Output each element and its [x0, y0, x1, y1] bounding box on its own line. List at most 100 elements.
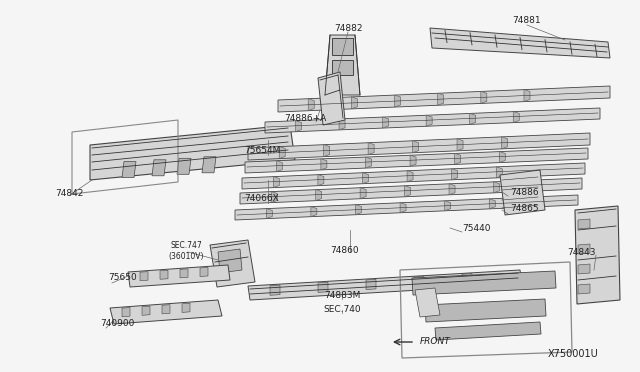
Polygon shape — [400, 203, 406, 213]
Polygon shape — [218, 249, 242, 273]
Polygon shape — [265, 108, 600, 133]
Text: SEC.740: SEC.740 — [323, 305, 361, 314]
Polygon shape — [332, 38, 353, 55]
Polygon shape — [152, 160, 166, 176]
Polygon shape — [122, 308, 130, 317]
Polygon shape — [270, 285, 280, 295]
Polygon shape — [200, 267, 208, 276]
Polygon shape — [438, 93, 444, 105]
Polygon shape — [273, 176, 279, 187]
Polygon shape — [235, 195, 578, 220]
Polygon shape — [365, 157, 371, 168]
Polygon shape — [524, 90, 530, 102]
Polygon shape — [142, 306, 150, 315]
Polygon shape — [366, 279, 376, 289]
Polygon shape — [435, 322, 541, 340]
Text: 75650: 75650 — [108, 273, 137, 282]
Polygon shape — [140, 272, 148, 280]
Polygon shape — [404, 186, 411, 197]
Text: 74882: 74882 — [333, 23, 362, 32]
Polygon shape — [296, 121, 301, 132]
Polygon shape — [368, 142, 374, 155]
Polygon shape — [351, 97, 357, 109]
Polygon shape — [500, 170, 545, 215]
Polygon shape — [578, 219, 590, 229]
Text: FRONT: FRONT — [420, 337, 451, 346]
Polygon shape — [414, 276, 424, 287]
Polygon shape — [210, 240, 255, 287]
Polygon shape — [470, 113, 476, 124]
Polygon shape — [426, 115, 432, 126]
Polygon shape — [162, 305, 170, 314]
Polygon shape — [276, 161, 282, 171]
Polygon shape — [248, 133, 590, 160]
Polygon shape — [318, 174, 324, 186]
Polygon shape — [316, 190, 322, 201]
Polygon shape — [318, 72, 345, 125]
Polygon shape — [248, 270, 522, 300]
Polygon shape — [578, 284, 590, 294]
Text: 74883M: 74883M — [324, 292, 360, 301]
Polygon shape — [177, 158, 191, 174]
Polygon shape — [311, 206, 317, 217]
Text: X750001U: X750001U — [547, 349, 598, 359]
Polygon shape — [502, 137, 508, 149]
Polygon shape — [122, 161, 136, 177]
Polygon shape — [160, 270, 168, 279]
Text: SEC.747: SEC.747 — [170, 241, 202, 250]
Polygon shape — [394, 95, 401, 107]
Polygon shape — [496, 167, 502, 178]
Polygon shape — [578, 244, 590, 254]
Polygon shape — [425, 299, 546, 322]
Polygon shape — [412, 271, 556, 295]
Polygon shape — [457, 139, 463, 151]
Polygon shape — [493, 182, 499, 193]
Text: (36010V): (36010V) — [168, 253, 204, 262]
Text: 74842: 74842 — [55, 189, 83, 198]
Polygon shape — [383, 117, 388, 128]
Polygon shape — [449, 184, 455, 195]
Polygon shape — [413, 141, 419, 153]
Polygon shape — [110, 300, 222, 324]
Polygon shape — [318, 282, 328, 292]
Polygon shape — [128, 265, 230, 287]
Polygon shape — [182, 303, 190, 312]
Polygon shape — [266, 208, 272, 218]
Polygon shape — [407, 171, 413, 182]
Polygon shape — [499, 151, 505, 163]
Text: 74066X: 74066X — [244, 193, 280, 202]
Text: 74886: 74886 — [510, 187, 539, 196]
Polygon shape — [245, 148, 588, 173]
Polygon shape — [271, 192, 277, 202]
Polygon shape — [454, 153, 461, 164]
Polygon shape — [481, 91, 487, 103]
Polygon shape — [202, 157, 216, 173]
Polygon shape — [575, 206, 620, 304]
Polygon shape — [445, 201, 451, 211]
Polygon shape — [362, 173, 369, 184]
Polygon shape — [578, 264, 590, 274]
Polygon shape — [278, 86, 610, 112]
Polygon shape — [339, 119, 345, 130]
Polygon shape — [240, 178, 582, 204]
Polygon shape — [90, 125, 295, 180]
Text: 74843: 74843 — [568, 247, 596, 257]
Polygon shape — [410, 155, 416, 166]
Text: 740900: 740900 — [100, 320, 134, 328]
Text: 75654M: 75654M — [244, 145, 280, 154]
Polygon shape — [452, 169, 458, 180]
Polygon shape — [513, 112, 519, 122]
Polygon shape — [360, 187, 366, 199]
Text: 74886+A: 74886+A — [284, 113, 326, 122]
Polygon shape — [332, 60, 353, 75]
Polygon shape — [325, 35, 360, 95]
Polygon shape — [415, 288, 440, 317]
Polygon shape — [355, 205, 362, 215]
Text: 74865: 74865 — [510, 203, 539, 212]
Polygon shape — [430, 28, 610, 58]
Polygon shape — [242, 163, 585, 189]
Polygon shape — [324, 145, 330, 157]
Text: 74881: 74881 — [513, 16, 541, 25]
Polygon shape — [279, 147, 285, 158]
Polygon shape — [180, 269, 188, 278]
